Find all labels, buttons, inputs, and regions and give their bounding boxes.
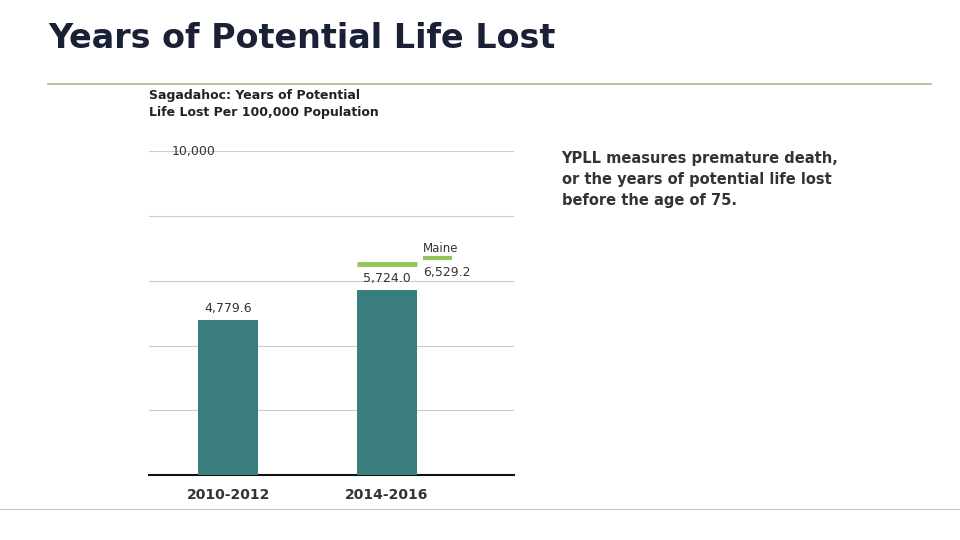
- Text: 10,000: 10,000: [172, 145, 215, 158]
- Text: 5,724.0: 5,724.0: [363, 272, 411, 285]
- Text: 4,779.6: 4,779.6: [204, 302, 252, 315]
- Text: 26: 26: [911, 518, 926, 531]
- Bar: [198, 320, 258, 475]
- Text: Maine: Maine: [423, 241, 459, 254]
- Bar: [356, 290, 417, 475]
- Text: 6,529.2: 6,529.2: [423, 266, 470, 279]
- Text: YPLL measures premature death,
or the years of potential life lost
before the ag: YPLL measures premature death, or the ye…: [562, 151, 838, 208]
- Text: Sagadahoc: Years of Potential
Life Lost Per 100,000 Population: Sagadahoc: Years of Potential Life Lost …: [149, 89, 378, 119]
- Text: Years of Potential Life Lost: Years of Potential Life Lost: [48, 22, 556, 55]
